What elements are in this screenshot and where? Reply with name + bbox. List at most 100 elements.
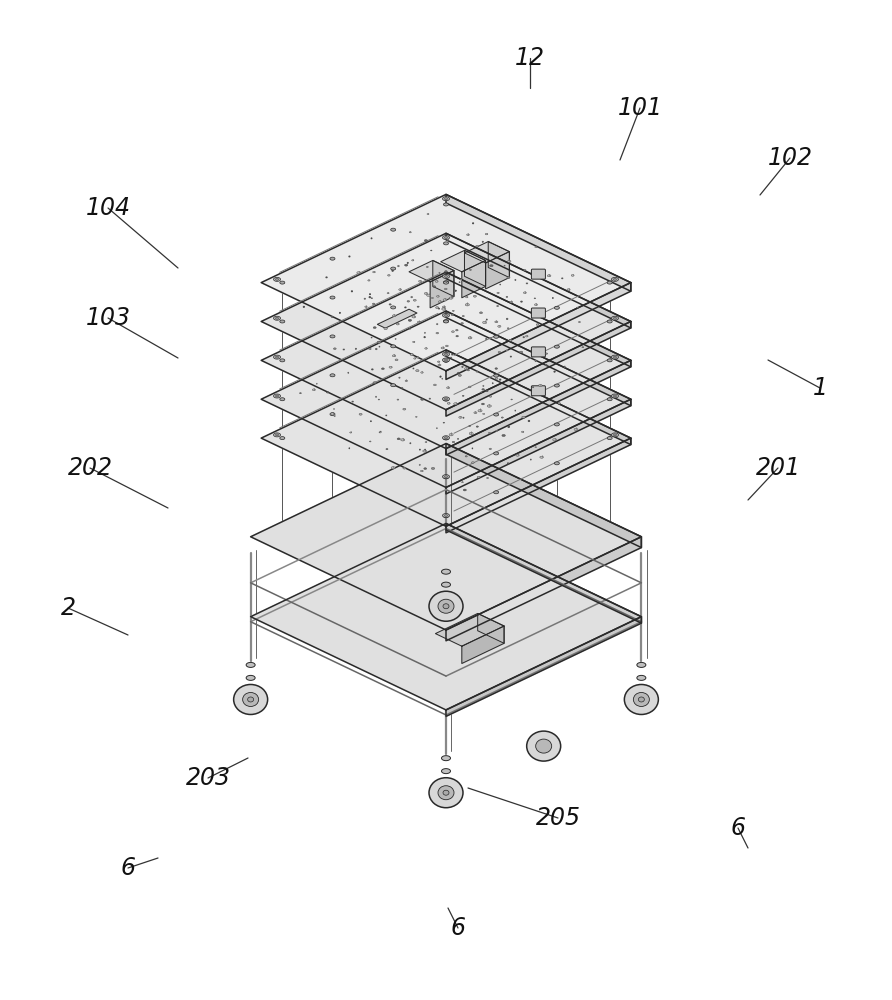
Ellipse shape <box>424 468 426 469</box>
Ellipse shape <box>274 433 281 437</box>
Ellipse shape <box>506 296 508 297</box>
Polygon shape <box>465 250 485 286</box>
Ellipse shape <box>469 269 472 270</box>
Ellipse shape <box>438 301 442 303</box>
Ellipse shape <box>437 361 440 362</box>
Ellipse shape <box>377 341 380 342</box>
Ellipse shape <box>373 271 376 273</box>
Ellipse shape <box>483 321 487 324</box>
Ellipse shape <box>489 337 491 339</box>
Ellipse shape <box>412 316 416 318</box>
Ellipse shape <box>555 306 559 309</box>
Polygon shape <box>446 360 631 455</box>
Ellipse shape <box>442 352 450 356</box>
Ellipse shape <box>548 275 551 277</box>
Ellipse shape <box>555 345 559 348</box>
Ellipse shape <box>391 267 396 270</box>
Ellipse shape <box>384 328 387 330</box>
Ellipse shape <box>331 413 334 415</box>
Ellipse shape <box>508 328 509 329</box>
Ellipse shape <box>280 359 285 362</box>
Text: 6: 6 <box>450 916 466 940</box>
Ellipse shape <box>443 281 449 284</box>
Ellipse shape <box>452 441 455 443</box>
Ellipse shape <box>373 382 376 384</box>
Ellipse shape <box>507 277 509 279</box>
Ellipse shape <box>582 347 583 348</box>
Ellipse shape <box>429 778 463 808</box>
Ellipse shape <box>391 345 396 348</box>
Ellipse shape <box>280 437 285 440</box>
Ellipse shape <box>510 301 513 303</box>
Ellipse shape <box>519 351 523 353</box>
Ellipse shape <box>248 697 253 702</box>
Ellipse shape <box>458 372 459 373</box>
Ellipse shape <box>326 392 329 393</box>
Ellipse shape <box>312 389 316 391</box>
Ellipse shape <box>274 355 281 359</box>
Ellipse shape <box>444 237 448 239</box>
Ellipse shape <box>516 454 519 456</box>
Ellipse shape <box>436 332 439 334</box>
Ellipse shape <box>534 304 538 306</box>
Ellipse shape <box>535 246 537 248</box>
Ellipse shape <box>467 234 469 236</box>
Polygon shape <box>430 271 454 308</box>
Ellipse shape <box>490 265 493 267</box>
Ellipse shape <box>454 403 458 405</box>
Ellipse shape <box>614 434 616 436</box>
Ellipse shape <box>300 393 301 394</box>
Ellipse shape <box>467 370 469 371</box>
Ellipse shape <box>442 436 450 440</box>
Polygon shape <box>409 260 454 282</box>
Ellipse shape <box>489 396 491 397</box>
Ellipse shape <box>365 306 368 307</box>
Text: 6: 6 <box>120 856 136 880</box>
Ellipse shape <box>451 314 454 316</box>
Ellipse shape <box>246 675 255 680</box>
Ellipse shape <box>443 604 449 609</box>
Polygon shape <box>446 233 631 328</box>
Ellipse shape <box>445 345 449 347</box>
Ellipse shape <box>469 425 471 427</box>
Ellipse shape <box>434 384 436 386</box>
Ellipse shape <box>417 321 420 323</box>
Ellipse shape <box>525 335 528 337</box>
Ellipse shape <box>443 398 449 401</box>
Text: 205: 205 <box>535 806 581 830</box>
Ellipse shape <box>436 296 439 297</box>
Ellipse shape <box>418 280 422 282</box>
Text: 1: 1 <box>813 376 828 400</box>
Ellipse shape <box>611 316 618 320</box>
Text: 102: 102 <box>767 146 813 170</box>
Ellipse shape <box>553 439 557 441</box>
Ellipse shape <box>442 197 450 201</box>
Ellipse shape <box>443 299 447 301</box>
Ellipse shape <box>442 236 450 240</box>
Ellipse shape <box>405 380 408 382</box>
Ellipse shape <box>330 374 335 377</box>
Polygon shape <box>446 321 631 416</box>
FancyBboxPatch shape <box>532 269 545 279</box>
Polygon shape <box>261 350 631 526</box>
Ellipse shape <box>545 353 548 354</box>
Text: 6: 6 <box>731 816 746 840</box>
Ellipse shape <box>395 359 398 361</box>
Ellipse shape <box>493 413 499 416</box>
Ellipse shape <box>427 213 429 215</box>
Ellipse shape <box>435 281 438 282</box>
Ellipse shape <box>574 428 578 431</box>
Polygon shape <box>446 311 631 406</box>
Ellipse shape <box>443 203 449 206</box>
Polygon shape <box>261 233 631 410</box>
Ellipse shape <box>417 357 419 358</box>
Ellipse shape <box>607 320 612 323</box>
Ellipse shape <box>391 228 396 231</box>
Ellipse shape <box>442 756 450 761</box>
Ellipse shape <box>522 416 525 418</box>
Polygon shape <box>462 626 504 663</box>
Ellipse shape <box>495 378 498 379</box>
Ellipse shape <box>458 374 461 376</box>
Ellipse shape <box>387 293 389 294</box>
Ellipse shape <box>444 314 448 316</box>
